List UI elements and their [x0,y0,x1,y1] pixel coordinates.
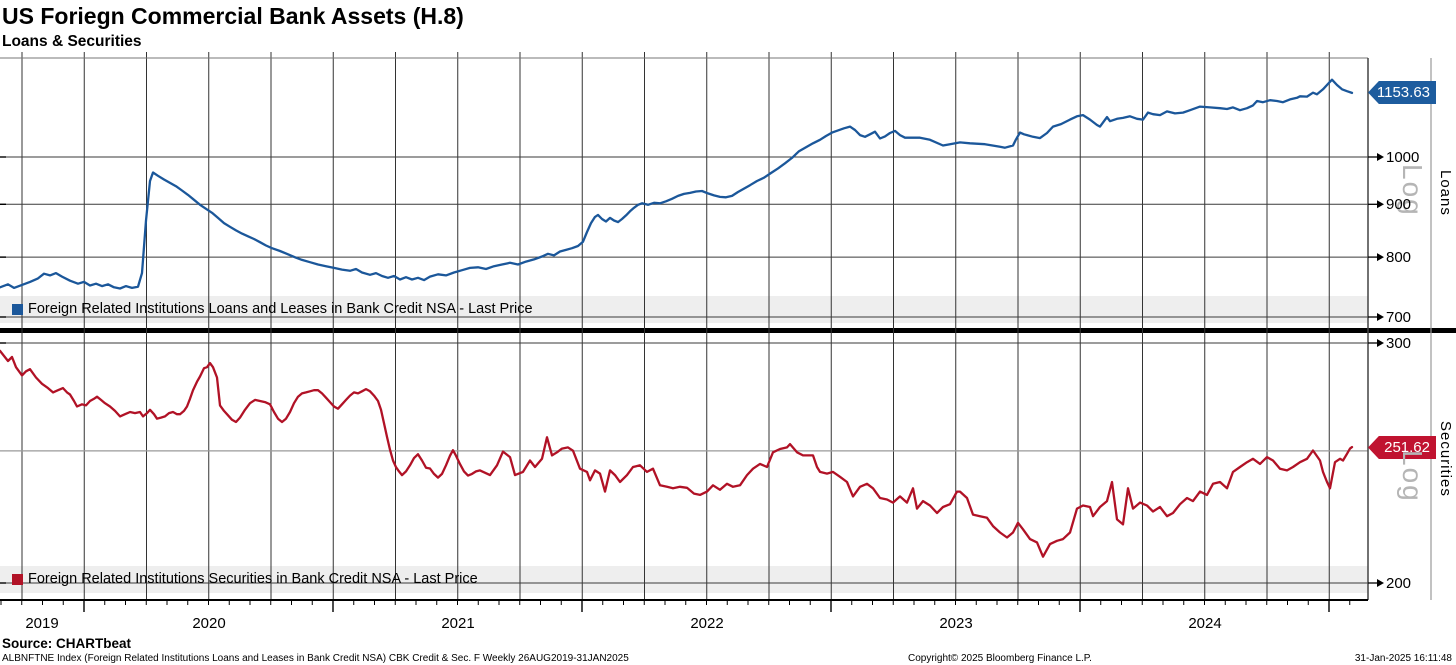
vertical-gridlines [21,52,1330,600]
legend-strip-securities [0,566,1368,593]
series-line-securities [0,349,1354,558]
horizontal-gridlines-top [0,156,1368,318]
page-title: US Foriegn Commercial Bank Assets (H.8) [2,3,464,29]
axis-tick-arrow-icon [1377,253,1384,262]
loans-series-marker-icon [12,303,23,315]
legend-label-securities: Foreign Related Institutions Securities … [28,571,478,587]
x-axis [0,599,1368,612]
panel-separator [0,328,1456,333]
axis-tick-arrow-icon [1377,200,1384,209]
axis-tick-arrow-icon [1377,579,1384,587]
horizontal-gridlines-bottom [0,342,1368,584]
series-line-loans [0,78,1354,290]
axis-tick-arrow-icon [1377,153,1384,161]
axis-tick-arrow-icon [1377,313,1384,321]
legend-label-loans: Foreign Related Institutions Loans and L… [28,301,533,317]
legend-item-securities[interactable]: Foreign Related Institutions Securities … [0,566,1380,592]
securities-series-marker-icon [12,573,23,585]
page-subtitle: Loans & Securities [2,33,142,50]
legend-item-loans[interactable]: Foreign Related Institutions Loans and L… [0,296,1380,322]
axis-tick-arrow-icon [1377,339,1384,347]
legend-strip-loans [0,296,1368,323]
